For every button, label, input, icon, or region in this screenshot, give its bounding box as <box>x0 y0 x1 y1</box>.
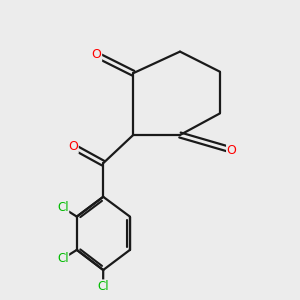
Text: Cl: Cl <box>97 280 109 293</box>
Text: O: O <box>68 140 78 153</box>
Text: Cl: Cl <box>57 252 69 265</box>
Text: O: O <box>227 143 236 157</box>
Text: O: O <box>92 48 101 62</box>
Text: Cl: Cl <box>57 201 69 214</box>
